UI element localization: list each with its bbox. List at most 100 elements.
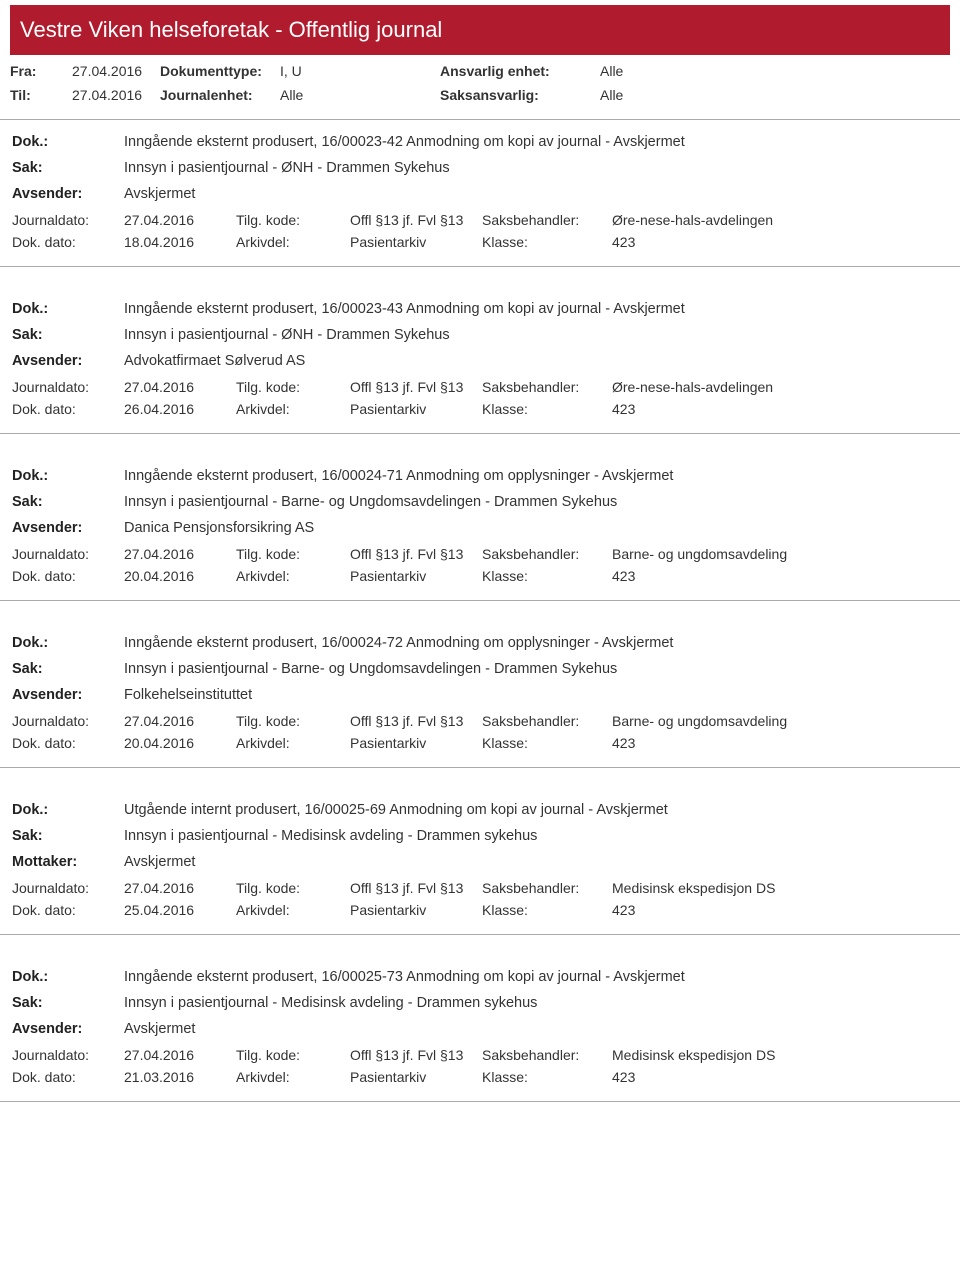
sak-value: Innsyn i pasientjournal - Medisinsk avde… [124,995,948,1011]
journaldato-label: Journaldato: [12,880,124,896]
dok-label: Dok.: [12,301,124,317]
fra-label: Fra: [10,63,72,79]
tilgkode-value: Offl §13 jf. Fvl §13 [350,379,482,395]
party-label: Avsender: [12,186,124,202]
arkivdel-value: Pasientarkiv [350,234,482,250]
dokdato-value: 20.04.2016 [124,568,236,584]
dokdato-label: Dok. dato: [12,735,124,751]
journaldato-value: 27.04.2016 [124,546,236,562]
sak-value: Innsyn i pasientjournal - ØNH - Drammen … [124,160,948,176]
til-value: 27.04.2016 [72,87,160,103]
dok-label: Dok.: [12,134,124,150]
party-label: Avsender: [12,353,124,369]
dokdato-value: 26.04.2016 [124,401,236,417]
dokdato-label: Dok. dato: [12,234,124,250]
arkivdel-label: Arkivdel: [236,568,350,584]
tilgkode-label: Tilg. kode: [236,546,350,562]
dokdato-value: 25.04.2016 [124,902,236,918]
tilgkode-label: Tilg. kode: [236,713,350,729]
klasse-value: 423 [612,401,948,417]
dokdato-label: Dok. dato: [12,401,124,417]
dok-value: Inngående eksternt produsert, 16/00024-7… [124,635,948,651]
arkivdel-label: Arkivdel: [236,735,350,751]
saksbehandler-value: Øre-nese-hals-avdelingen [612,379,948,395]
saksbehandler-value: Barne- og ungdomsavdeling [612,546,948,562]
saksbehandler-label: Saksbehandler: [482,880,612,896]
journaldato-label: Journaldato: [12,379,124,395]
journalenhet-value: Alle [280,87,440,103]
klasse-value: 423 [612,735,948,751]
sak-value: Innsyn i pasientjournal - Barne- og Ungd… [124,661,948,677]
journal-record: Dok.:Inngående eksternt produsert, 16/00… [0,454,960,601]
ansvarlig-label: Ansvarlig enhet: [440,63,600,79]
page-title-bar: Vestre Viken helseforetak - Offentlig jo… [10,5,950,55]
saksansvarlig-value: Alle [600,87,700,103]
records-container: Dok.:Inngående eksternt produsert, 16/00… [0,120,960,1102]
saksbehandler-label: Saksbehandler: [482,1047,612,1063]
doktype-label: Dokumenttype: [160,63,280,79]
dok-value: Utgående internt produsert, 16/00025-69 … [124,802,948,818]
dokdato-value: 18.04.2016 [124,234,236,250]
sak-label: Sak: [12,494,124,510]
saksbehandler-label: Saksbehandler: [482,713,612,729]
klasse-label: Klasse: [482,1069,612,1085]
journaldato-label: Journaldato: [12,1047,124,1063]
arkivdel-value: Pasientarkiv [350,1069,482,1085]
dok-value: Inngående eksternt produsert, 16/00023-4… [124,134,948,150]
saksbehandler-value: Barne- og ungdomsavdeling [612,713,948,729]
sak-value: Innsyn i pasientjournal - ØNH - Drammen … [124,327,948,343]
journal-page: Vestre Viken helseforetak - Offentlig jo… [0,0,960,1102]
klasse-label: Klasse: [482,735,612,751]
tilgkode-value: Offl §13 jf. Fvl §13 [350,713,482,729]
dok-value: Inngående eksternt produsert, 16/00024-7… [124,468,948,484]
journal-record: Dok.:Inngående eksternt produsert, 16/00… [0,120,960,267]
saksbehandler-label: Saksbehandler: [482,379,612,395]
tilgkode-value: Offl §13 jf. Fvl §13 [350,212,482,228]
ansvarlig-value: Alle [600,63,700,79]
dokdato-value: 20.04.2016 [124,735,236,751]
journaldato-label: Journaldato: [12,546,124,562]
arkivdel-value: Pasientarkiv [350,735,482,751]
saksbehandler-label: Saksbehandler: [482,212,612,228]
doktype-value: I, U [280,63,440,79]
arkivdel-value: Pasientarkiv [350,902,482,918]
party-value: Folkehelseinstituttet [124,687,948,703]
journaldato-value: 27.04.2016 [124,880,236,896]
dok-label: Dok.: [12,969,124,985]
page-title: Vestre Viken helseforetak - Offentlig jo… [20,17,442,42]
party-label: Avsender: [12,1021,124,1037]
journaldato-label: Journaldato: [12,212,124,228]
sak-label: Sak: [12,661,124,677]
fra-value: 27.04.2016 [72,63,160,79]
klasse-label: Klasse: [482,234,612,250]
sak-label: Sak: [12,995,124,1011]
tilgkode-value: Offl §13 jf. Fvl §13 [350,1047,482,1063]
sak-label: Sak: [12,828,124,844]
arkivdel-label: Arkivdel: [236,902,350,918]
party-value: Advokatfirmaet Sølverud AS [124,353,948,369]
sak-label: Sak: [12,327,124,343]
saksbehandler-label: Saksbehandler: [482,546,612,562]
party-value: Avskjermet [124,186,948,202]
saksbehandler-value: Medisinsk ekspedisjon DS [612,880,948,896]
klasse-value: 423 [612,1069,948,1085]
party-label: Avsender: [12,520,124,536]
dok-label: Dok.: [12,635,124,651]
til-label: Til: [10,87,72,103]
party-label: Avsender: [12,687,124,703]
tilgkode-label: Tilg. kode: [236,379,350,395]
klasse-value: 423 [612,902,948,918]
arkivdel-value: Pasientarkiv [350,568,482,584]
filter-row-1: Fra: 27.04.2016 Dokumenttype: I, U Ansva… [0,59,960,83]
journal-record: Dok.:Inngående eksternt produsert, 16/00… [0,621,960,768]
arkivdel-label: Arkivdel: [236,1069,350,1085]
journalenhet-label: Journalenhet: [160,87,280,103]
klasse-label: Klasse: [482,902,612,918]
filter-row-2: Til: 27.04.2016 Journalenhet: Alle Saksa… [0,83,960,107]
dok-value: Inngående eksternt produsert, 16/00023-4… [124,301,948,317]
dokdato-label: Dok. dato: [12,902,124,918]
dok-label: Dok.: [12,802,124,818]
journal-record: Dok.:Utgående internt produsert, 16/0002… [0,788,960,935]
tilgkode-label: Tilg. kode: [236,880,350,896]
party-label: Mottaker: [12,854,124,870]
